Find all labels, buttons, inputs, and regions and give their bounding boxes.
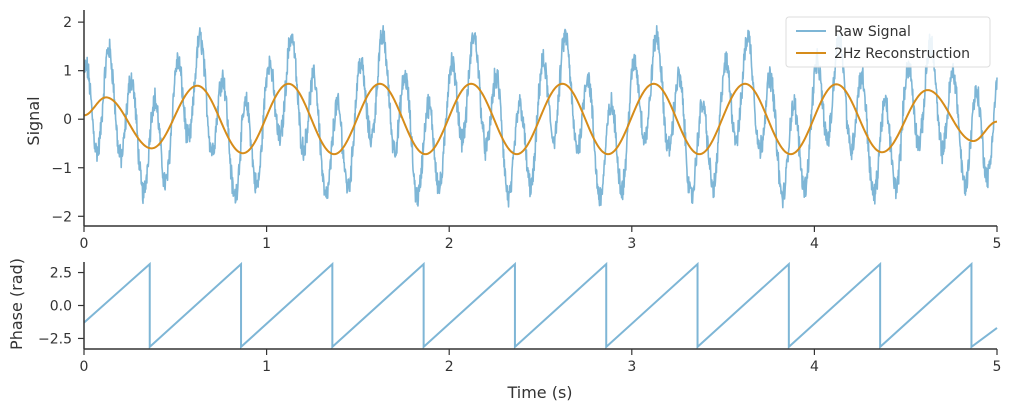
legend-label-raw: Raw Signal — [834, 24, 911, 40]
bottom-x-tick-label: 1 — [262, 359, 271, 375]
top-x-tick-label: 5 — [993, 236, 1002, 252]
top-y-tick-label: −1 — [51, 161, 72, 177]
bottom-y-tick-label: −2.5 — [38, 331, 72, 347]
top-y-tick-label: 0 — [63, 112, 72, 128]
legend-label-reconstruction: 2Hz Reconstruction — [834, 46, 970, 62]
top-x-tick-label: 1 — [262, 236, 271, 252]
bottom-x-tick-label: 3 — [627, 359, 636, 375]
legend-box — [785, 16, 991, 68]
top-y-axis-label: Signal — [24, 96, 43, 145]
top-x-ticks: 0 1 2 3 4 5 — [80, 226, 1002, 252]
x-axis-label: Time (s) — [506, 383, 572, 402]
legend: Raw Signal 2Hz Reconstruction — [785, 16, 991, 68]
top-x-tick-label: 4 — [810, 236, 819, 252]
top-y-tick-label: −2 — [51, 209, 72, 225]
top-y-tick-label: 2 — [63, 15, 72, 31]
bottom-x-tick-label: 4 — [810, 359, 819, 375]
bottom-x-ticks: 0 1 2 3 4 5 — [80, 349, 1002, 375]
phase-panel: 0 1 2 3 4 5 2.5 0.0 −2.5 Phase (rad) Time (s) — [7, 258, 1001, 402]
top-x-tick-label: 2 — [445, 236, 454, 252]
phase-line — [83, 261, 998, 350]
bottom-y-tick-label: 2.5 — [50, 266, 72, 282]
top-y-tick-label: 1 — [63, 64, 72, 80]
reconstruction-line — [83, 82, 998, 156]
bottom-y-tick-label: 0.0 — [50, 299, 72, 315]
bottom-x-tick-label: 5 — [993, 359, 1002, 375]
top-x-tick-label: 3 — [627, 236, 636, 252]
bottom-y-axis-label: Phase (rad) — [7, 258, 26, 350]
bottom-y-ticks: 2.5 0.0 −2.5 — [38, 266, 84, 347]
top-x-tick-label: 0 — [80, 236, 89, 252]
bottom-x-tick-label: 0 — [80, 359, 89, 375]
bottom-x-tick-label: 2 — [445, 359, 454, 375]
signal-panel: 0 1 2 3 4 5 −2 −1 0 1 2 Signal Raw Signal 2Hz Rec… — [24, 10, 1001, 252]
top-y-ticks: −2 −1 0 1 2 — [51, 15, 84, 225]
